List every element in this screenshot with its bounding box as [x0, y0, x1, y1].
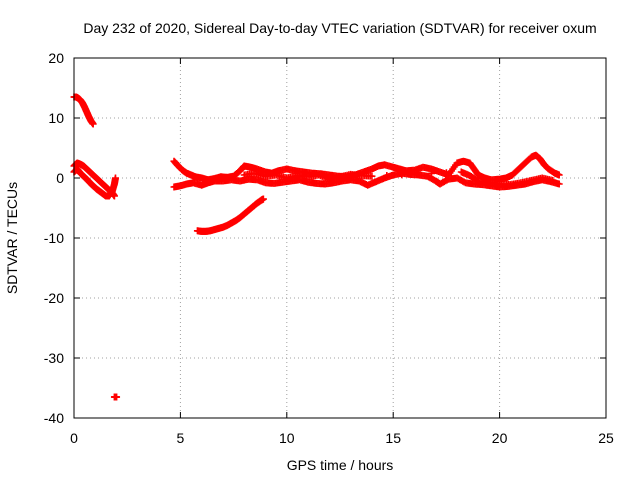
- data-points: [70, 93, 563, 401]
- chart-title: Day 232 of 2020, Sidereal Day-to-day VTE…: [83, 20, 596, 36]
- x-tick-label: 20: [492, 430, 508, 446]
- data-point: [555, 171, 563, 179]
- series-main-band-middle: [240, 168, 557, 189]
- x-tick-label: 5: [177, 430, 185, 446]
- series-rising-arc: [193, 195, 267, 235]
- y-tick-label: 10: [48, 110, 64, 126]
- data-point: [549, 176, 557, 184]
- data-point: [442, 169, 450, 177]
- x-axis-label: GPS time / hours: [287, 457, 394, 473]
- data-point: [89, 120, 97, 128]
- data-point: [383, 172, 391, 179]
- y-tick-label: -30: [44, 350, 64, 366]
- data-point: [111, 174, 119, 182]
- x-tick-label: 15: [385, 430, 401, 446]
- axis-ticks: 0 5 10 15 20 25 -40 -30 -20 -10 0 10 20: [44, 50, 614, 446]
- series-outlier: [110, 393, 121, 401]
- y-tick-label: -10: [44, 230, 64, 246]
- grid-lines: [74, 58, 606, 418]
- data-point: [113, 393, 121, 401]
- data-point: [555, 180, 563, 188]
- x-tick-label: 0: [70, 430, 78, 446]
- x-tick-label: 25: [598, 430, 614, 446]
- data-point: [259, 195, 267, 203]
- data-point: [428, 169, 436, 177]
- x-tick-label: 10: [279, 430, 295, 446]
- y-tick-label: 20: [48, 50, 64, 66]
- data-point: [413, 170, 421, 178]
- y-tick-label: -20: [44, 290, 64, 306]
- y-axis-label: SDTVAR / TECUs: [4, 182, 20, 294]
- data-point: [398, 171, 406, 179]
- series-early-high-arc: [70, 93, 97, 128]
- data-point: [368, 172, 376, 180]
- data-point: [473, 176, 481, 184]
- series-early-lower-band: [70, 165, 119, 200]
- y-tick-label: -40: [44, 410, 64, 426]
- y-tick-label: 0: [56, 170, 64, 186]
